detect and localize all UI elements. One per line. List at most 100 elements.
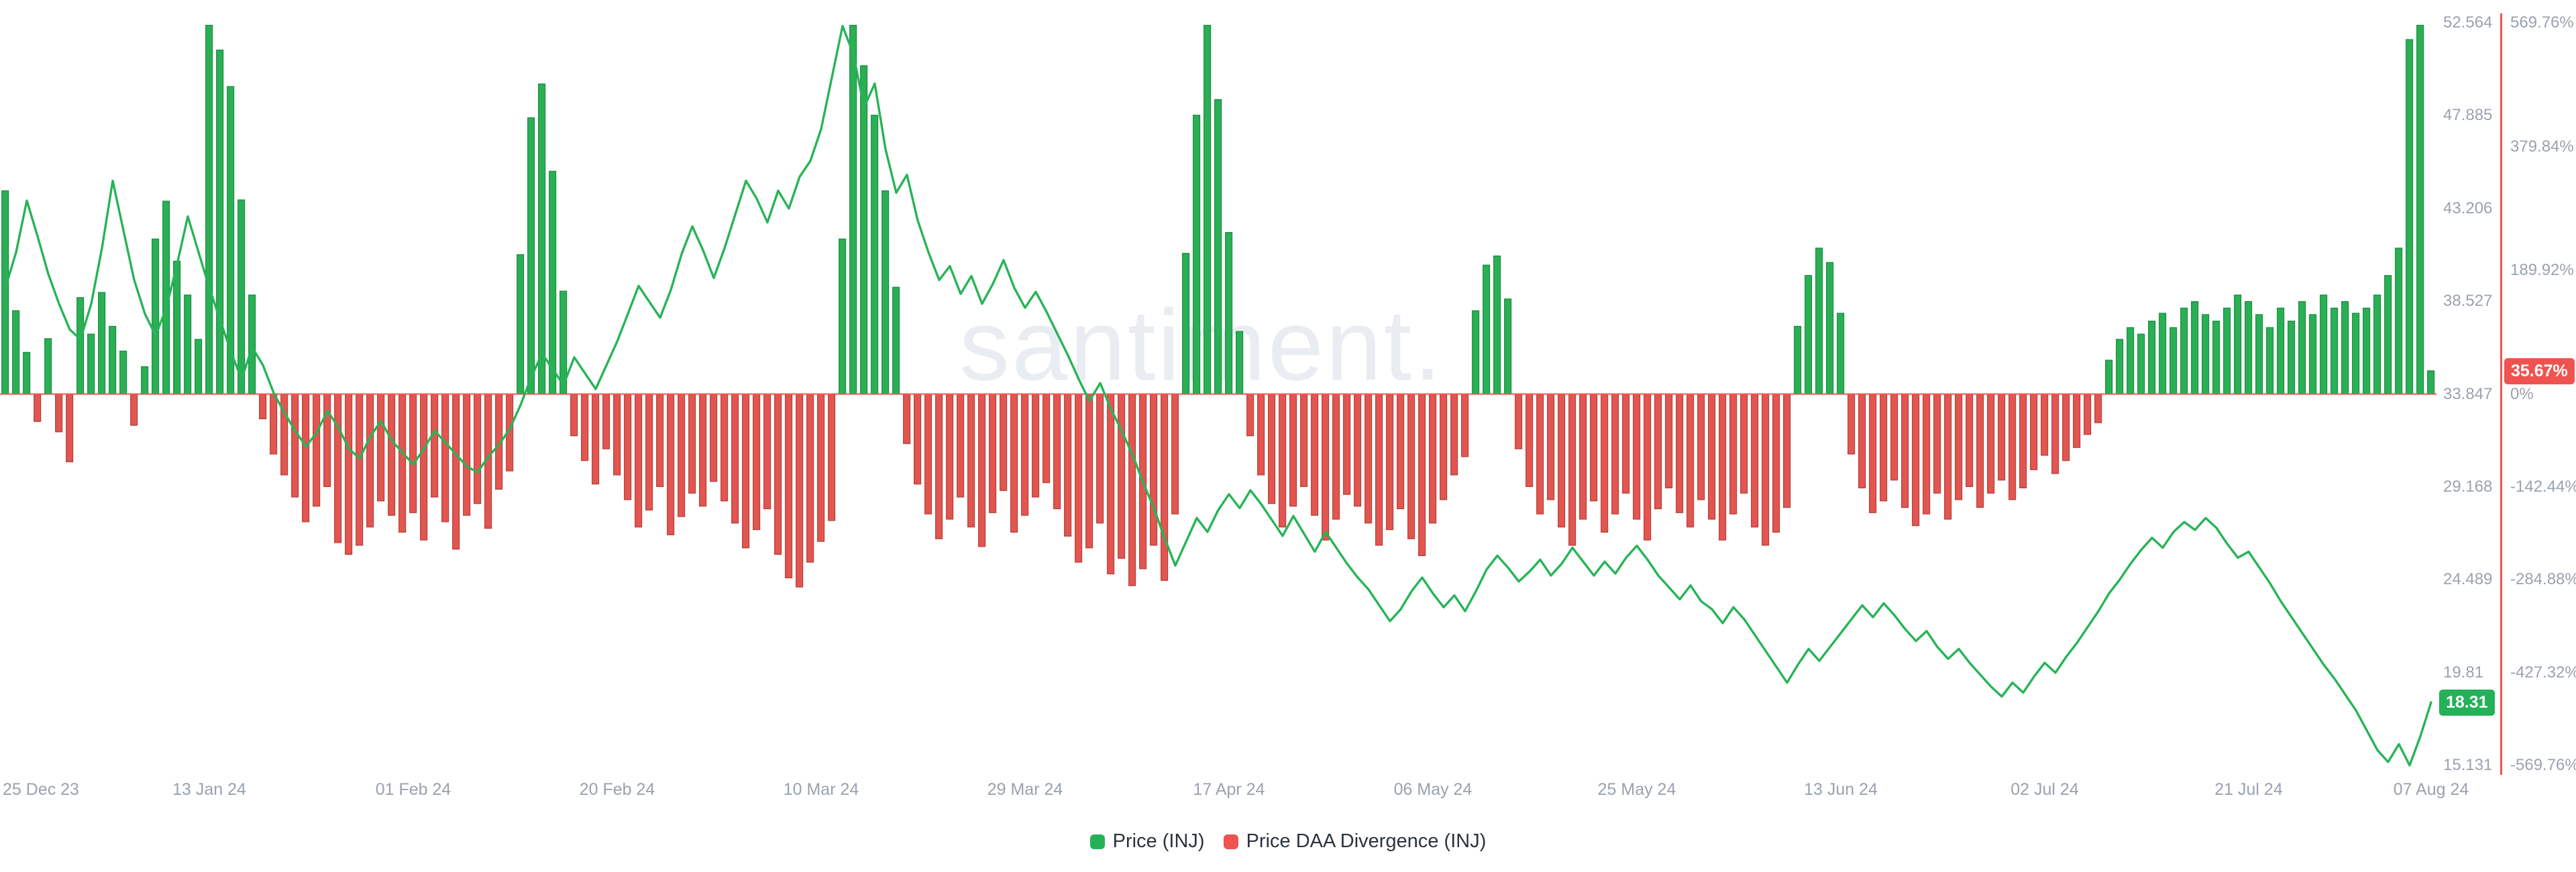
divergence-bar[interactable] <box>1536 393 1544 514</box>
divergence-bar[interactable] <box>967 393 975 528</box>
divergence-bar[interactable] <box>1644 393 1652 541</box>
divergence-bar[interactable] <box>1118 393 1126 559</box>
divergence-bar[interactable] <box>1150 393 1158 546</box>
divergence-bar[interactable] <box>1032 393 1040 498</box>
divergence-bar[interactable] <box>1676 393 1684 513</box>
divergence-bar[interactable] <box>1998 393 2006 481</box>
divergence-bar[interactable] <box>957 393 965 498</box>
divergence-bar[interactable] <box>1504 298 1512 395</box>
divergence-bar[interactable] <box>2309 314 2317 395</box>
divergence-bar[interactable] <box>463 393 471 516</box>
divergence-bar[interactable] <box>388 393 396 516</box>
divergence-bar[interactable] <box>1729 393 1737 514</box>
divergence-bar[interactable] <box>334 393 342 543</box>
divergence-bar[interactable] <box>2363 307 2371 395</box>
divergence-bar[interactable] <box>1440 393 1448 500</box>
divergence-bar[interactable] <box>2041 393 2049 456</box>
divergence-bar[interactable] <box>1815 248 1823 395</box>
divergence-bar[interactable] <box>924 393 932 514</box>
divergence-bar[interactable] <box>989 393 997 513</box>
divergence-bar[interactable] <box>2373 294 2381 395</box>
divergence-bar[interactable] <box>1354 393 1362 507</box>
divergence-bar[interactable] <box>1483 264 1491 395</box>
divergence-bar[interactable] <box>2416 25 2424 395</box>
divergence-bar[interactable] <box>1236 331 1244 395</box>
divergence-bar[interactable] <box>645 393 653 510</box>
divergence-bar[interactable] <box>2223 307 2231 395</box>
divergence-bar[interactable] <box>763 393 771 510</box>
divergence-bar[interactable] <box>602 393 610 449</box>
divergence-bar[interactable] <box>2051 393 2059 474</box>
divergence-bar[interactable] <box>1021 393 1029 516</box>
divergence-bar[interactable] <box>1407 393 1415 539</box>
divergence-bar[interactable] <box>2008 393 2017 500</box>
divergence-bar[interactable] <box>2212 321 2220 395</box>
divergence-bar[interactable] <box>216 49 224 395</box>
divergence-bar[interactable] <box>2406 39 2414 395</box>
divergence-bar[interactable] <box>828 393 836 521</box>
divergence-bar[interactable] <box>538 83 546 395</box>
divergence-bar[interactable] <box>1976 393 1984 508</box>
divergence-bar[interactable] <box>23 351 31 395</box>
divergence-bar[interactable] <box>806 393 814 563</box>
divergence-bar[interactable] <box>699 393 707 507</box>
divergence-bar[interactable] <box>1869 393 1877 513</box>
divergence-bar[interactable] <box>1708 393 1716 520</box>
divergence-bar[interactable] <box>1193 115 1201 395</box>
divergence-bar[interactable] <box>731 393 739 524</box>
divergence-bar[interactable] <box>2127 327 2135 395</box>
divergence-bar[interactable] <box>1762 393 1770 546</box>
divergence-bar[interactable] <box>613 393 621 476</box>
divergence-bar[interactable] <box>173 260 181 395</box>
divergence-bar[interactable] <box>34 393 42 422</box>
divergence-bar[interactable] <box>323 393 331 487</box>
divergence-bar[interactable] <box>2137 333 2145 395</box>
divergence-bar[interactable] <box>1042 393 1051 484</box>
divergence-bar[interactable] <box>849 25 857 395</box>
divergence-bar[interactable] <box>1590 393 1598 502</box>
divergence-bar[interactable] <box>1493 256 1501 395</box>
divergence-bar[interactable] <box>1912 393 1920 527</box>
divergence-bar[interactable] <box>259 393 267 420</box>
divergence-bar[interactable] <box>1429 393 1437 524</box>
divergence-bar[interactable] <box>152 238 160 395</box>
divergence-bar[interactable] <box>1 190 9 395</box>
divergence-bar[interactable] <box>517 254 525 395</box>
divergence-bar[interactable] <box>420 393 428 541</box>
divergence-bar[interactable] <box>753 393 761 531</box>
divergence-bar[interactable] <box>474 393 482 504</box>
divergence-bar[interactable] <box>2094 393 2102 423</box>
divergence-bar[interactable] <box>2288 321 2296 395</box>
divergence-bar[interactable] <box>1794 325 1802 395</box>
divergence-bar[interactable] <box>98 292 106 395</box>
divergence-bar[interactable] <box>2169 327 2178 395</box>
divergence-bar[interactable] <box>1525 393 1534 487</box>
divergence-bar[interactable] <box>1364 393 1373 524</box>
divergence-bar[interactable] <box>1064 393 1072 537</box>
divergence-bar[interactable] <box>570 393 578 437</box>
divergence-bar[interactable] <box>1847 393 1856 455</box>
divergence-bar[interactable] <box>1654 393 1662 510</box>
divergence-bar[interactable] <box>581 393 589 461</box>
divergence-bar[interactable] <box>195 339 203 395</box>
divergence-bar[interactable] <box>2298 301 2306 395</box>
divergence-bar[interactable] <box>720 393 729 502</box>
divergence-bar[interactable] <box>1182 253 1190 395</box>
divergence-bar[interactable] <box>1268 393 1276 504</box>
divergence-bar[interactable] <box>452 393 460 550</box>
divergence-bar[interactable] <box>366 393 374 528</box>
divergence-bar[interactable] <box>1257 393 1265 476</box>
divergence-bar[interactable] <box>1343 393 1351 495</box>
divergence-bar[interactable] <box>2191 301 2199 395</box>
divergence-bar[interactable] <box>1579 393 1587 520</box>
legend-item-price[interactable]: Price (INJ) <box>1089 830 1205 853</box>
divergence-bar[interactable] <box>796 393 804 588</box>
divergence-bar[interactable] <box>441 393 449 523</box>
divergence-bar[interactable] <box>774 393 782 555</box>
divergence-bar[interactable] <box>1107 393 1115 575</box>
divergence-bar[interactable] <box>1837 313 1845 395</box>
divergence-bar[interactable] <box>87 333 95 395</box>
divergence-bar[interactable] <box>2062 393 2070 461</box>
price-line[interactable] <box>4 25 2432 767</box>
